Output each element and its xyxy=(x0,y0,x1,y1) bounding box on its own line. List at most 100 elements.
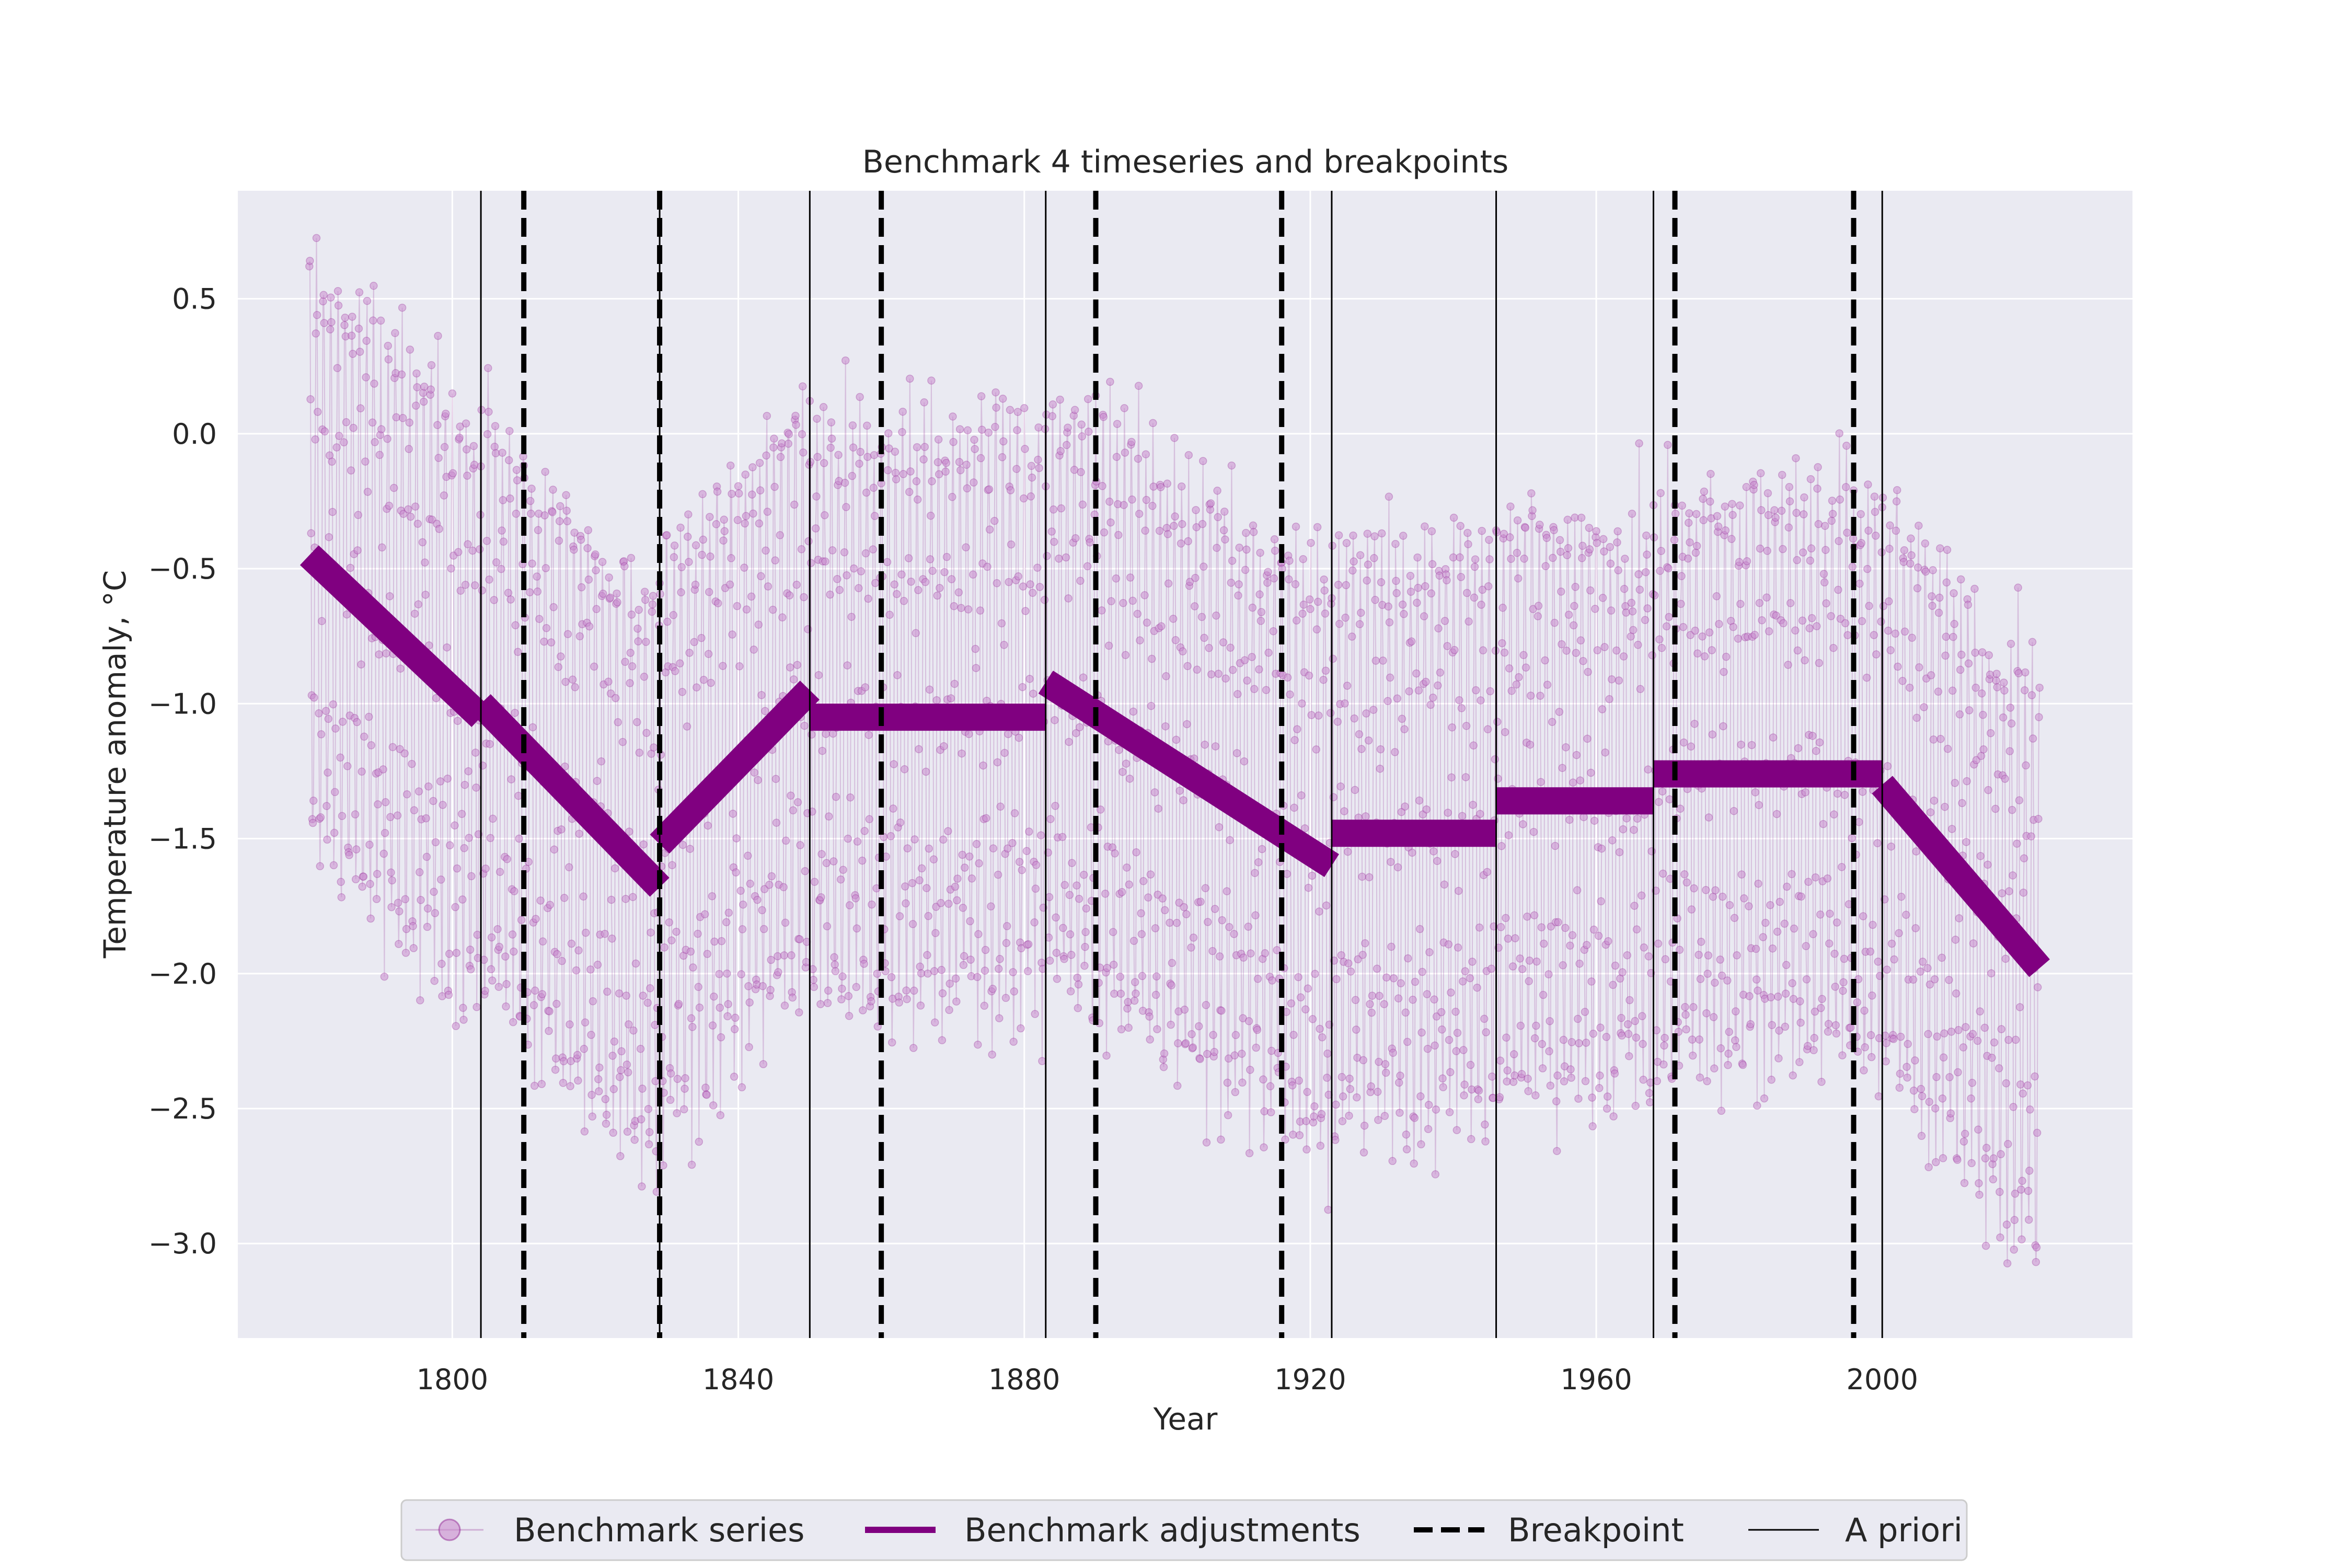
series-point xyxy=(987,902,995,910)
series-point xyxy=(1590,816,1599,825)
series-point xyxy=(603,987,612,996)
series-point xyxy=(1639,1040,1647,1048)
series-point xyxy=(1164,579,1173,588)
series-point xyxy=(1550,526,1558,535)
series-point xyxy=(586,965,595,974)
series-point xyxy=(1943,745,1952,753)
series-point xyxy=(601,929,609,938)
series-point xyxy=(1431,1041,1439,1050)
series-point xyxy=(797,545,806,554)
series-point xyxy=(842,503,850,511)
series-point xyxy=(587,1091,596,1099)
series-point xyxy=(1406,572,1415,580)
series-point xyxy=(1779,545,1787,554)
series-point xyxy=(1344,959,1353,967)
series-point xyxy=(1664,564,1673,573)
series-point xyxy=(1376,765,1385,773)
series-point xyxy=(385,592,394,601)
series-point xyxy=(1972,756,1981,765)
series-point xyxy=(1070,466,1079,474)
series-point xyxy=(1531,1091,1540,1100)
series-point xyxy=(781,836,790,845)
series-point xyxy=(1945,976,1953,984)
series-point xyxy=(723,1012,732,1021)
series-point xyxy=(1151,990,1160,999)
series-point xyxy=(324,768,332,777)
series-point xyxy=(1517,1070,1526,1078)
series-point xyxy=(1581,1077,1590,1086)
series-point xyxy=(963,484,972,493)
y-tick-label: −2.0 xyxy=(148,958,217,990)
series-point xyxy=(1009,968,1017,976)
series-point xyxy=(423,904,432,913)
series-point xyxy=(1451,1007,1460,1016)
series-point xyxy=(330,828,339,837)
series-point xyxy=(485,575,493,584)
series-point xyxy=(1921,567,1930,576)
series-point xyxy=(1889,1035,1898,1043)
series-point xyxy=(1106,518,1115,527)
series-point xyxy=(570,528,579,537)
series-point xyxy=(443,774,452,783)
series-point xyxy=(1704,951,1713,960)
series-point xyxy=(1399,532,1408,540)
series-point xyxy=(774,952,782,961)
series-point xyxy=(689,963,697,972)
series-point xyxy=(552,999,561,1008)
x-tick-label: 1880 xyxy=(988,1363,1060,1396)
series-point xyxy=(1200,562,1208,571)
series-point xyxy=(767,872,776,881)
series-point xyxy=(387,868,395,877)
series-point xyxy=(793,798,802,806)
series-point xyxy=(921,767,930,776)
series-point xyxy=(1971,649,1979,657)
series-point xyxy=(1973,1036,1982,1045)
series-point xyxy=(1840,791,1849,799)
series-point xyxy=(1930,797,1939,805)
series-point xyxy=(601,1095,610,1103)
series-point xyxy=(584,526,593,535)
series-point xyxy=(991,423,999,431)
series-point xyxy=(1251,911,1260,920)
series-point xyxy=(1321,609,1330,618)
series-point xyxy=(649,743,658,752)
series-point xyxy=(1427,589,1436,598)
series-point xyxy=(972,840,981,848)
series-point xyxy=(1754,986,1762,995)
series-point xyxy=(642,729,651,737)
series-point xyxy=(1644,765,1652,774)
series-point xyxy=(845,1012,854,1020)
series-point xyxy=(1196,1055,1204,1063)
series-point xyxy=(1891,629,1900,638)
series-point xyxy=(910,835,919,844)
series-point xyxy=(1239,1014,1247,1022)
series-point xyxy=(764,582,773,591)
series-point xyxy=(1519,651,1528,660)
series-point xyxy=(1362,812,1370,821)
series-point xyxy=(734,489,743,498)
series-point xyxy=(306,395,315,403)
series-point xyxy=(769,443,778,452)
series-point xyxy=(1415,925,1424,933)
series-point xyxy=(469,442,478,451)
series-point xyxy=(1074,1004,1082,1012)
series-point xyxy=(1821,522,1829,530)
series-point xyxy=(1496,1056,1505,1065)
series-point xyxy=(1419,810,1427,819)
series-point xyxy=(840,478,849,487)
series-point xyxy=(1862,673,1871,682)
series-point xyxy=(1098,482,1106,490)
series-point xyxy=(971,445,979,453)
series-point xyxy=(1555,536,1564,545)
series-point xyxy=(1361,939,1369,948)
series-point xyxy=(506,595,515,604)
series-point xyxy=(2007,719,2016,728)
series-point xyxy=(369,316,377,325)
series-point xyxy=(988,1050,996,1059)
series-point xyxy=(1117,1025,1126,1034)
series-point xyxy=(376,316,385,325)
series-point xyxy=(1999,713,2008,722)
series-point xyxy=(663,531,671,539)
series-point xyxy=(694,929,702,938)
series-point xyxy=(1191,573,1200,582)
